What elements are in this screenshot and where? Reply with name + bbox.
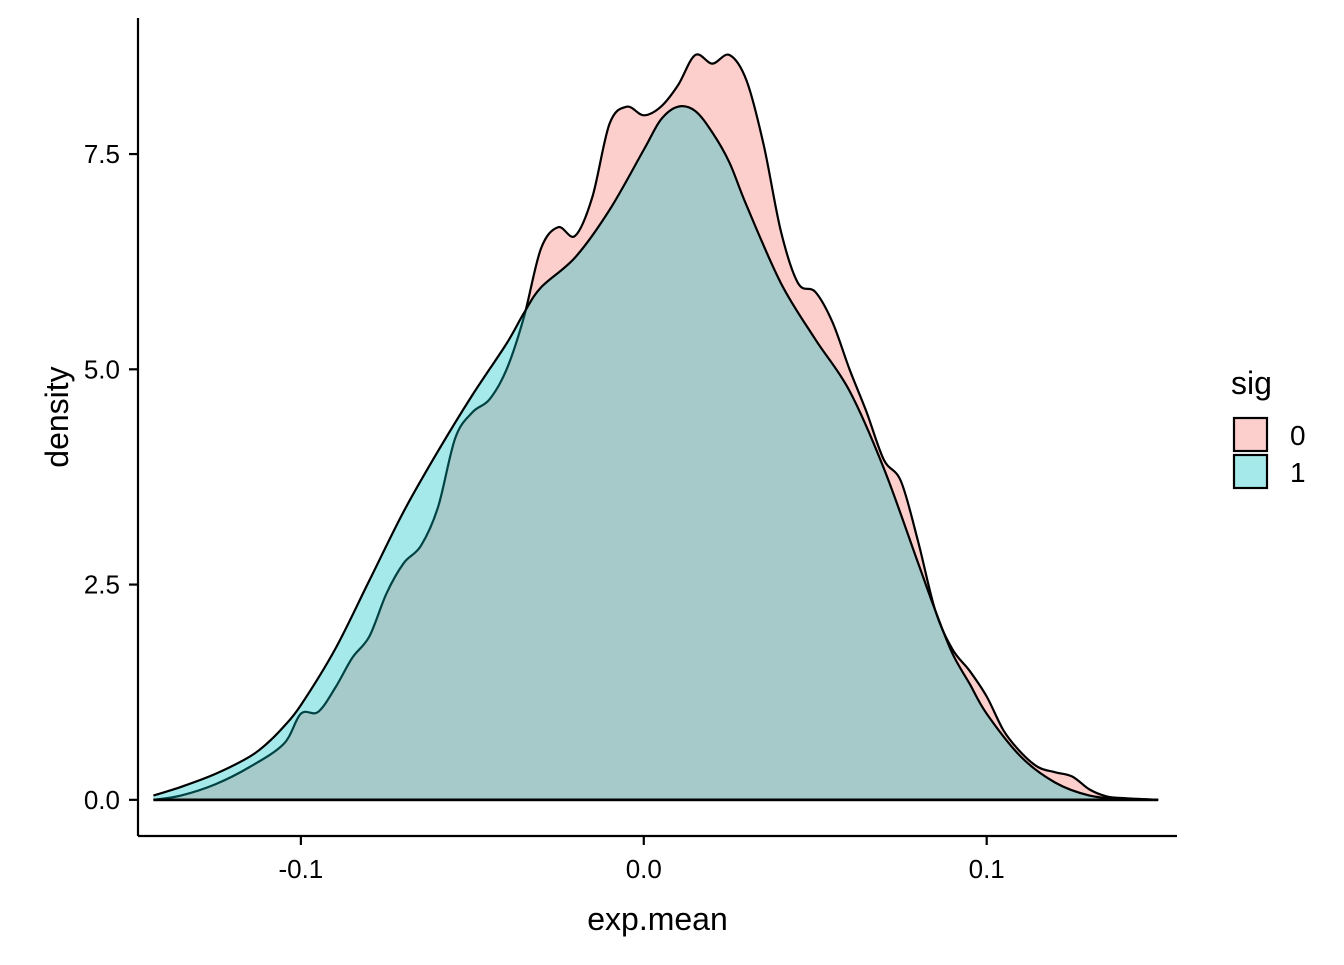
legend-items: 01: [1232, 416, 1306, 490]
legend-title: sig: [1231, 365, 1272, 401]
x-axis-title: exp.mean: [587, 901, 728, 937]
legend-label-sig-0: 0: [1290, 420, 1306, 451]
legend-label-sig-1: 1: [1290, 457, 1306, 488]
density-area-sig-0: [153, 54, 1159, 800]
y-tick-label: 5.0: [84, 354, 120, 384]
legend: sig 01: [1231, 365, 1306, 490]
legend-key-sig-1: [1232, 453, 1269, 490]
y-axis-title: density: [39, 366, 75, 467]
legend-key-sig-0: [1232, 416, 1269, 453]
legend-key-background: [1233, 417, 1268, 452]
x-tick-label: 0.1: [969, 854, 1005, 884]
plot-area: [153, 53, 1159, 802]
x-tick-label: -0.1: [278, 854, 323, 884]
density-area-sig-1: [153, 106, 1159, 800]
density-curve-sig-1: [153, 105, 1159, 801]
y-tick-label: 7.5: [84, 139, 120, 169]
density-curve-sig-0: [153, 53, 1159, 801]
y-tick-label: 2.5: [84, 570, 120, 600]
y-tick-label: 0.0: [84, 785, 120, 815]
x-ticks: -0.1 0.0 0.1: [278, 836, 1005, 884]
y-ticks: 0.0 2.5 5.0 7.5: [84, 139, 138, 815]
legend-key-background: [1233, 454, 1268, 489]
x-tick-label: 0.0: [626, 854, 662, 884]
